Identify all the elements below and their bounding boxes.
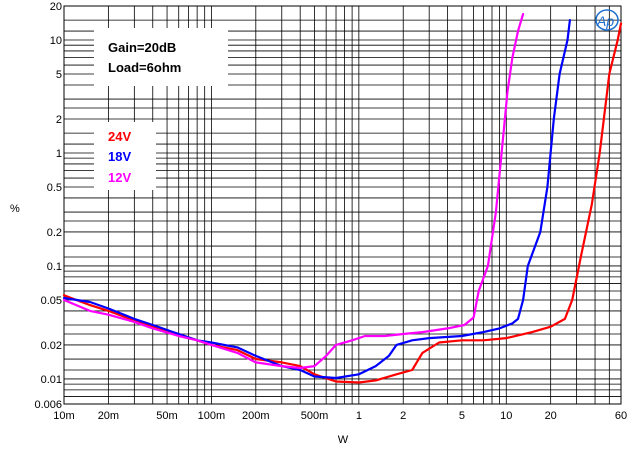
x-tick-label: 500m [301, 410, 329, 422]
y-axis-label: % [10, 203, 20, 215]
x-tick-label: 20m [98, 410, 119, 422]
x-tick-label: 200m [242, 410, 270, 422]
plot-frame [63, 5, 622, 405]
x-axis-label: W [338, 434, 349, 446]
legend-18v: 18V [108, 149, 131, 164]
y-tick-label: 5 [56, 69, 62, 81]
x-tick-label: 20 [545, 410, 557, 422]
y-tick-label: 0.02 [41, 340, 62, 352]
ap-logo: Ap [595, 9, 619, 31]
y-tick-label: 2 [56, 114, 62, 126]
y-tick-label: 0.1 [47, 261, 62, 273]
y-tick-label: 0.01 [41, 374, 62, 386]
y-tick-label: 10 [50, 35, 62, 47]
legend-box [94, 122, 156, 190]
annotation-load: Load=6ohm [108, 60, 181, 75]
annotation-box [94, 28, 228, 86]
legend-24v: 24V [108, 129, 131, 144]
series-lines [62, 12, 623, 384]
x-tick-label: 50m [156, 410, 177, 422]
ap-logo-text: Ap [596, 13, 614, 29]
ap-logo-ring [595, 9, 619, 31]
y-tick-label: 20 [50, 1, 62, 13]
x-tick-label: 5 [459, 410, 465, 422]
legend-12v: 12V [108, 170, 131, 185]
y-tick-label: 0.006 [34, 399, 62, 411]
x-tick-label: 2 [400, 410, 406, 422]
x-tick-label: 10m [53, 410, 74, 422]
x-tick-label: 100m [198, 410, 226, 422]
y-tick-labels: 20 10 5 2 1 0.5 0.2 0.1 0.05 0.02 0.01 0.006 [34, 1, 62, 411]
x-tick-label: 10 [500, 410, 512, 422]
y-tick-label: 0.2 [47, 227, 62, 239]
x-tick-labels: 10m 20m 50m 100m 200m 500m 1 2 5 10 20 60 [53, 410, 627, 422]
series-line-12v [62, 12, 525, 370]
series-line-18v [62, 19, 571, 380]
x-tick-label: 60 [615, 410, 627, 422]
annotation-gain: Gain=20dB [108, 40, 176, 55]
y-tick-label: 0.05 [41, 295, 62, 307]
y-tick-label: 0.5 [47, 182, 62, 194]
x-tick-label: 1 [356, 410, 362, 422]
y-tick-label: 1 [56, 148, 62, 160]
